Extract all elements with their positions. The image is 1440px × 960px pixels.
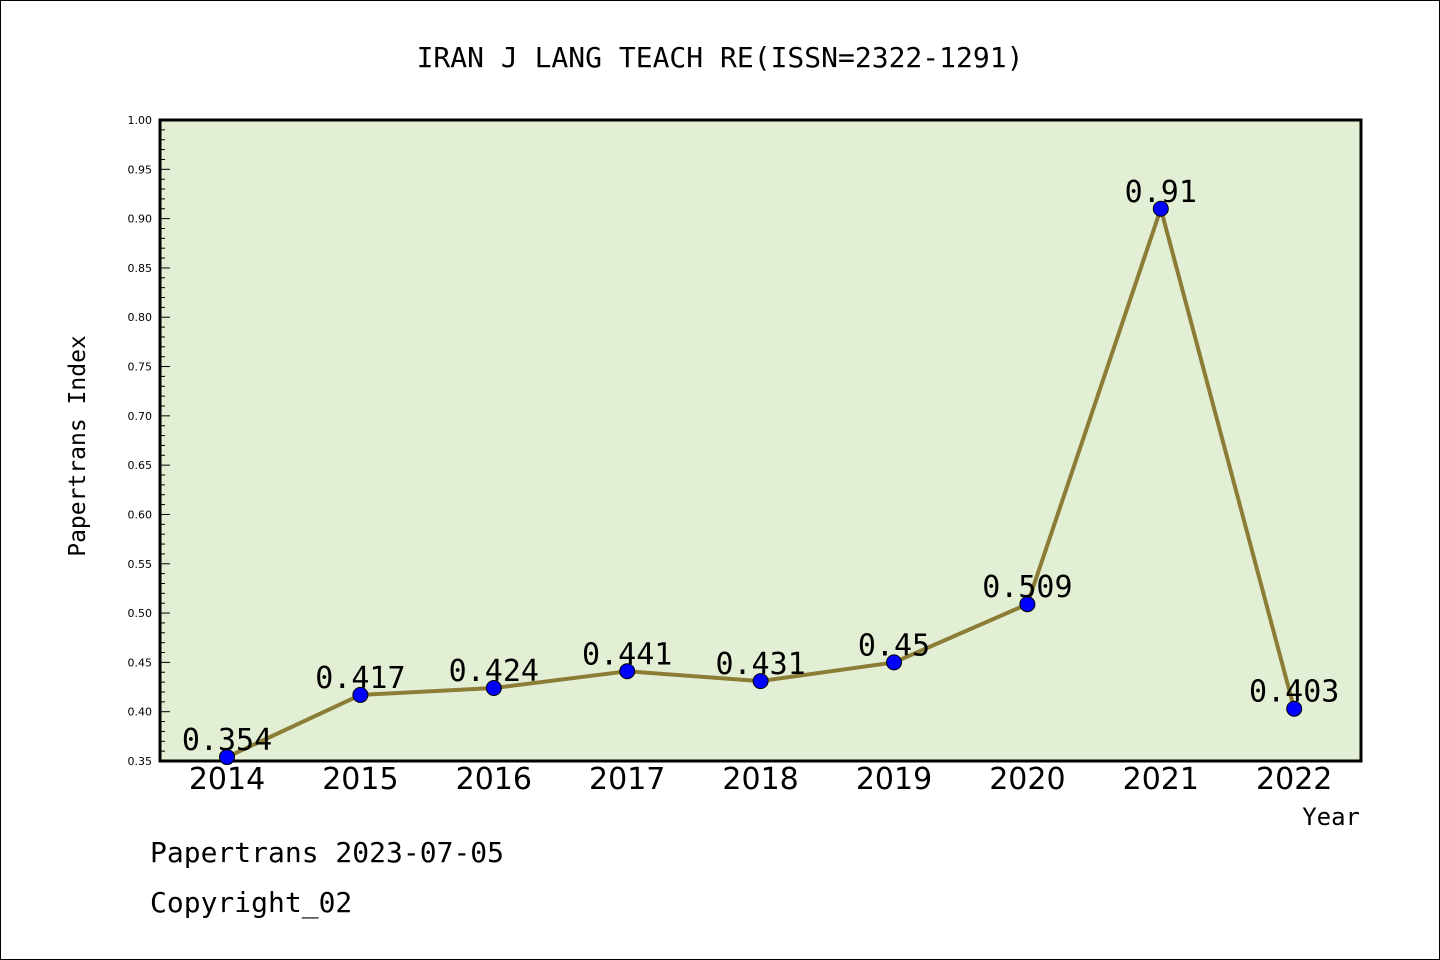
data-label: 0.354 (182, 723, 272, 758)
data-point (1286, 700, 1303, 717)
data-point (1152, 200, 1169, 217)
y-tick-label: 0.35 (128, 755, 153, 768)
y-tick-label: 0.60 (128, 508, 153, 521)
y-tick-label: 0.95 (128, 163, 153, 176)
y-tick-label: 0.90 (128, 213, 153, 226)
data-label: 0.509 (982, 570, 1072, 605)
copyright-text: Copyright_02 (150, 886, 353, 919)
x-tick-label: 2017 (589, 762, 665, 797)
data-label: 0.403 (1249, 675, 1339, 710)
y-tick-label: 0.65 (128, 459, 153, 472)
x-axis-label: Year (1302, 803, 1360, 831)
data-point (886, 654, 902, 671)
data-label: 0.441 (582, 637, 672, 672)
x-tick-label: 2022 (1256, 762, 1332, 797)
x-tick-label: 2015 (322, 762, 398, 797)
x-tick-label: 2021 (1123, 762, 1199, 797)
data-point (752, 673, 769, 690)
x-tick-label: 2016 (456, 762, 532, 797)
data-labels: 0.354 0.417 0.424 0.441 0.431 0.45 0.509 0.91 0.… (182, 175, 1340, 758)
y-tick-label: 0.80 (128, 311, 153, 324)
data-points (219, 200, 1303, 766)
x-axis: 2014 2015 2016 2017 2018 2019 2020 2021 2022 (189, 762, 1333, 797)
data-label: 0.45 (858, 628, 930, 663)
y-tick-label: 0.85 (128, 262, 153, 275)
data-point (619, 663, 636, 680)
y-axis-label: Papertrans Index (65, 335, 91, 557)
data-label: 0.424 (449, 654, 539, 689)
y-axis: 0.35 0.40 0.45 0.50 0.55 0.60 0.65 0.70 0.75 0.80… (128, 114, 170, 768)
y-tick-label: 1.00 (128, 114, 153, 127)
chart-title: IRAN J LANG TEACH RE(ISSN=2322-1291) (417, 41, 1024, 74)
data-point (1019, 596, 1036, 613)
data-point (485, 680, 502, 697)
x-tick-label: 2014 (189, 762, 265, 797)
x-tick-label: 2018 (722, 762, 798, 797)
x-tick-label: 2020 (989, 762, 1065, 797)
data-label: 0.417 (315, 661, 405, 696)
data-label: 0.91 (1125, 175, 1197, 210)
data-label: 0.431 (715, 647, 805, 682)
y-tick-label: 0.70 (128, 410, 153, 423)
data-point (219, 749, 235, 766)
y-tick-label: 0.55 (128, 558, 153, 571)
y-tick-label: 0.50 (128, 607, 153, 620)
plot-area (158, 118, 1363, 763)
x-tick-label: 2019 (856, 762, 932, 797)
y-tick-label: 0.75 (128, 361, 153, 374)
data-point (352, 686, 369, 703)
source-date-text: Papertrans 2023-07-05 (150, 836, 505, 869)
y-tick-label: 0.45 (128, 656, 153, 669)
y-tick-label: 0.40 (128, 706, 153, 719)
